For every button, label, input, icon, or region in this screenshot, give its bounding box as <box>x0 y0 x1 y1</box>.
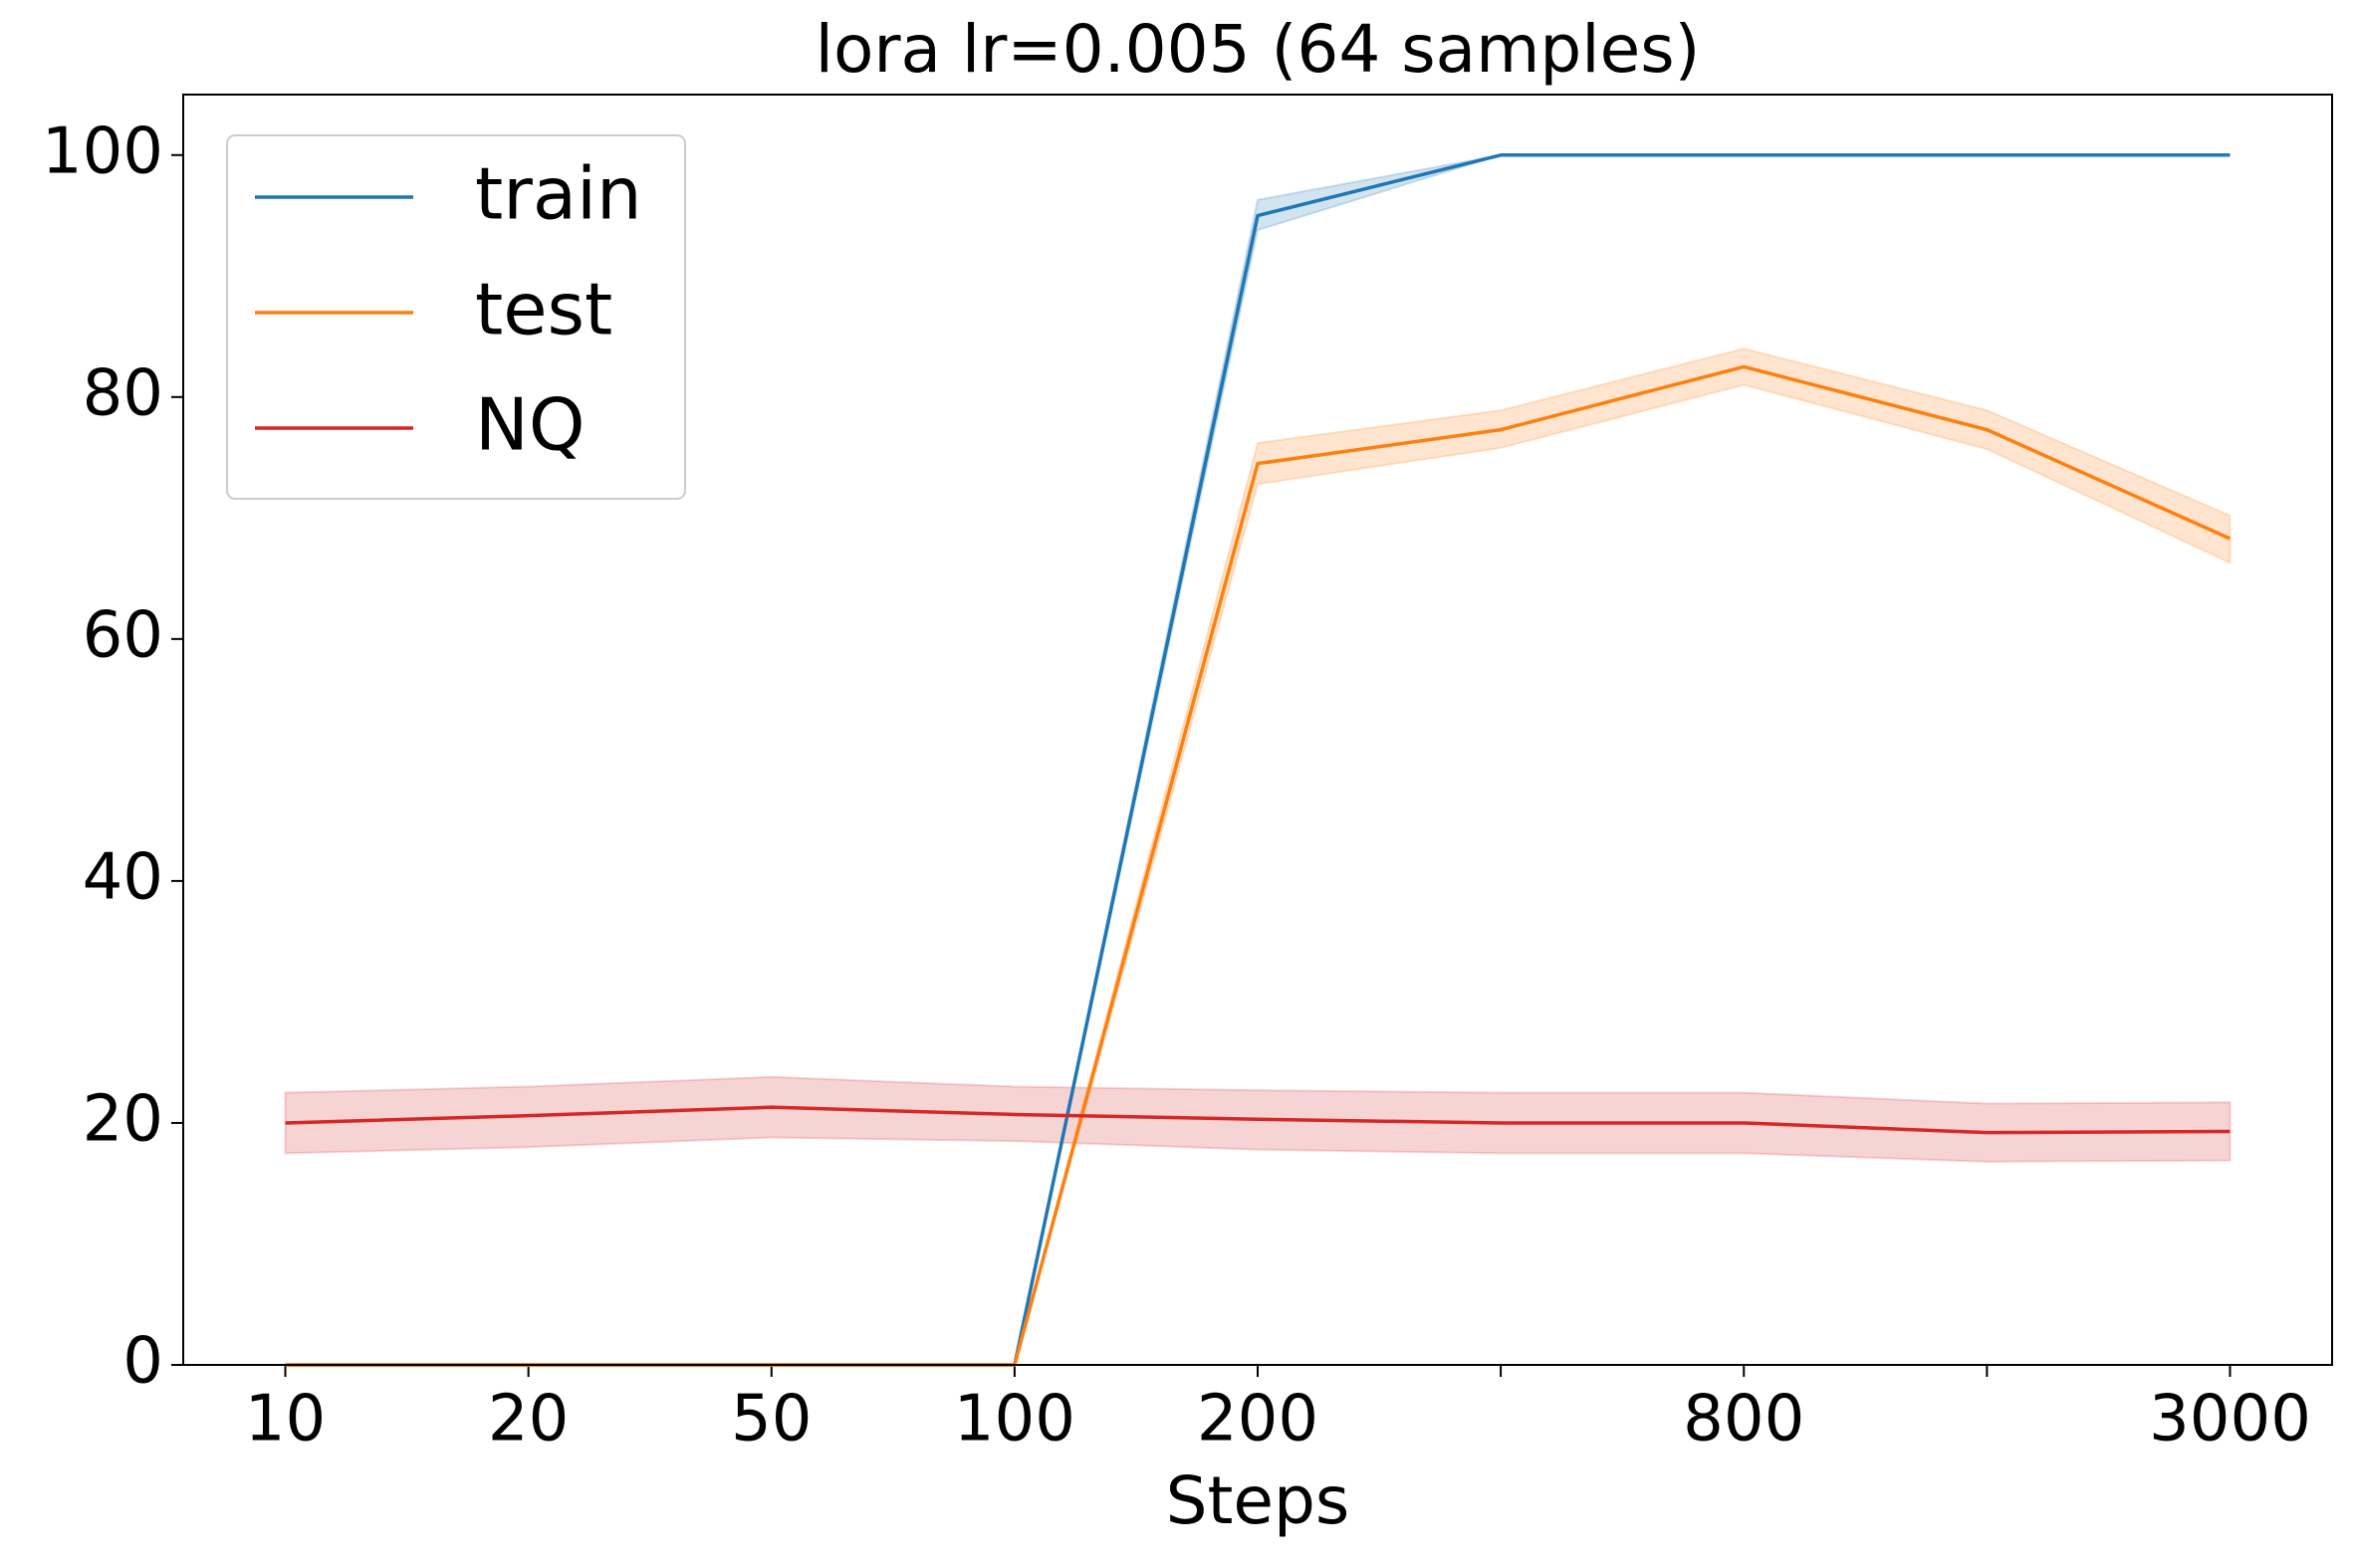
x-tick-label: 20 <box>488 1383 569 1456</box>
legend-label: train <box>475 152 642 236</box>
x-tick-label: 100 <box>954 1383 1075 1456</box>
x-tick-label: 200 <box>1197 1383 1318 1456</box>
x-tick-label: 10 <box>245 1383 326 1456</box>
series-line <box>285 364 2232 1367</box>
series-line <box>285 1105 2231 1135</box>
y-tick-label: 40 <box>83 840 163 914</box>
confidence-band <box>285 347 2232 1366</box>
x-tick-label: 50 <box>731 1383 812 1456</box>
legend-label: NQ <box>475 383 586 467</box>
y-tick-label: 80 <box>83 356 163 430</box>
y-tick-label: 100 <box>42 114 163 188</box>
x-tick-label: 3000 <box>2149 1383 2311 1456</box>
y-tick-label: 20 <box>83 1083 163 1157</box>
x-tick-label: 800 <box>1683 1383 1804 1456</box>
legend-label: test <box>475 268 612 351</box>
x-axis-label: Steps <box>1166 1462 1350 1539</box>
plot-frame <box>182 94 2333 1366</box>
legend-box <box>226 134 686 500</box>
y-tick-label: 60 <box>83 598 163 672</box>
chart-title: lora lr=0.005 (64 samples) <box>816 11 1701 88</box>
legend: train test NQ <box>226 134 686 500</box>
y-tick-label: 0 <box>122 1325 163 1399</box>
